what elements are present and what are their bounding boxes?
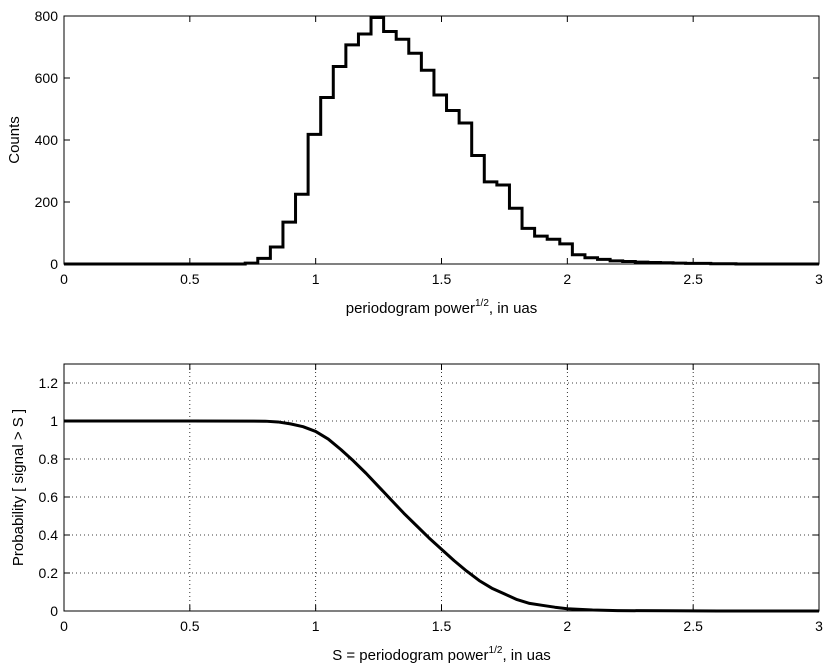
x-tick-label: 2.5 — [683, 618, 703, 634]
x-axis-label: periodogram power1/2, in uas — [346, 298, 538, 317]
histogram-series — [64, 16, 819, 266]
y-tick-label: 0.2 — [39, 565, 59, 581]
x-tick-label: 3 — [815, 271, 823, 287]
x-tick-label: 2 — [563, 271, 571, 287]
y-tick-label: 0.4 — [39, 527, 59, 543]
x-axis-label-superscript: 1/2 — [489, 645, 503, 656]
x-tick-label: 1 — [312, 271, 320, 287]
plot-area — [64, 16, 819, 264]
y-tick-label: 800 — [35, 8, 59, 24]
x-axis-label-suffix: , in uas — [489, 300, 537, 317]
y-tick-label: 1 — [50, 413, 58, 429]
x-axis-label-suffix: , in uas — [502, 647, 550, 664]
y-tick-label: 0.8 — [39, 451, 59, 467]
plot-area — [64, 364, 819, 611]
x-axis-label-main: S = periodogram power — [332, 647, 488, 664]
y-tick-label: 1.2 — [39, 375, 59, 391]
probability-line — [64, 419, 819, 613]
x-axis-label-main: periodogram power — [346, 300, 475, 317]
x-tick-label: 2 — [563, 618, 571, 634]
y-tick-label: 0.6 — [39, 489, 59, 505]
y-axis-label: Probability [ signal > S ] — [10, 409, 27, 566]
x-axis-label-superscript: 1/2 — [475, 298, 489, 309]
x-tick-label: 0.5 — [180, 618, 200, 634]
x-axis-label: S = periodogram power1/2, in uas — [332, 645, 551, 664]
x-tick-label: 1.5 — [432, 271, 452, 287]
x-tick-label: 0 — [60, 618, 68, 634]
y-tick-label: 0 — [50, 603, 58, 619]
chart-panel-2: 0 0.5 1 1.5 2 2.5 3 0 0.2 0.4 0.6 0.8 1 1.2 S = period… — [10, 363, 823, 664]
chart-panel-1: 0 0.5 1 1.5 2 2.5 3 0 200 400 600 800 periodogram po… — [6, 8, 823, 317]
x-tick-label: 3 — [815, 618, 823, 634]
x-tick-label: 2.5 — [683, 271, 703, 287]
x-tick-label: 1 — [312, 618, 320, 634]
x-tick-label: 1.5 — [432, 618, 452, 634]
x-tick-label: 0 — [60, 271, 68, 287]
y-tick-label: 600 — [35, 70, 59, 86]
x-tick-label: 0.5 — [180, 271, 200, 287]
y-tick-label: 0 — [50, 256, 58, 272]
y-tick-label: 200 — [35, 194, 59, 210]
y-axis-label: Counts — [6, 116, 23, 164]
y-tick-label: 400 — [35, 132, 59, 148]
